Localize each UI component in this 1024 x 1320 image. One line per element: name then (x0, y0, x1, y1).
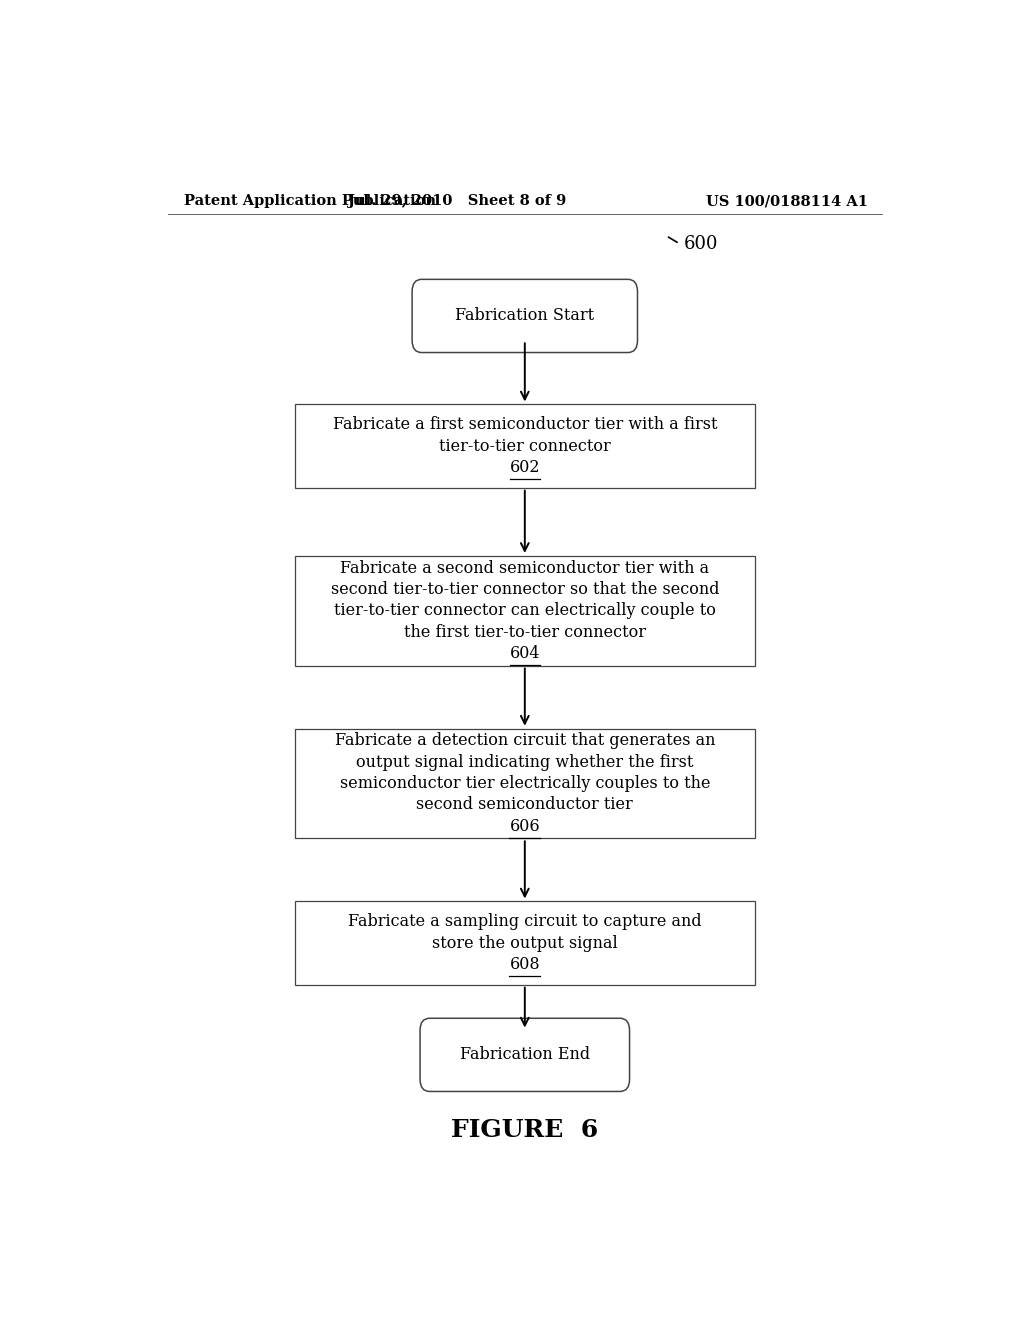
Text: Fabrication End: Fabrication End (460, 1047, 590, 1064)
Text: Fabricate a first semiconductor tier with a first: Fabricate a first semiconductor tier wit… (333, 416, 717, 433)
Text: Jul. 29, 2010   Sheet 8 of 9: Jul. 29, 2010 Sheet 8 of 9 (348, 194, 566, 209)
Text: FIGURE  6: FIGURE 6 (452, 1118, 598, 1142)
Text: tier-to-tier connector: tier-to-tier connector (439, 437, 610, 454)
Bar (295, 902, 755, 985)
Bar (295, 729, 755, 838)
Text: Fabricate a detection circuit that generates an: Fabricate a detection circuit that gener… (335, 733, 715, 750)
Text: second tier-to-tier connector so that the second: second tier-to-tier connector so that th… (331, 581, 719, 598)
Text: 600: 600 (684, 235, 718, 252)
Text: 608: 608 (510, 956, 540, 973)
Text: second semiconductor tier: second semiconductor tier (417, 796, 633, 813)
Text: Fabrication Start: Fabrication Start (456, 308, 594, 325)
Text: store the output signal: store the output signal (432, 935, 617, 952)
Text: US 100/0188114 A1: US 100/0188114 A1 (706, 194, 867, 209)
Text: Fabricate a sampling circuit to capture and: Fabricate a sampling circuit to capture … (348, 913, 701, 931)
Bar (295, 556, 755, 665)
Text: Fabricate a second semiconductor tier with a: Fabricate a second semiconductor tier wi… (340, 560, 710, 577)
Text: tier-to-tier connector can electrically couple to: tier-to-tier connector can electrically … (334, 602, 716, 619)
FancyBboxPatch shape (412, 280, 638, 352)
Text: Patent Application Publication: Patent Application Publication (183, 194, 435, 209)
Text: 606: 606 (510, 817, 540, 834)
Text: 604: 604 (510, 645, 540, 661)
Bar (295, 404, 755, 487)
Text: semiconductor tier electrically couples to the: semiconductor tier electrically couples … (340, 775, 710, 792)
Text: 602: 602 (510, 459, 540, 477)
FancyBboxPatch shape (420, 1018, 630, 1092)
Text: output signal indicating whether the first: output signal indicating whether the fir… (356, 754, 693, 771)
Text: the first tier-to-tier connector: the first tier-to-tier connector (403, 623, 646, 640)
